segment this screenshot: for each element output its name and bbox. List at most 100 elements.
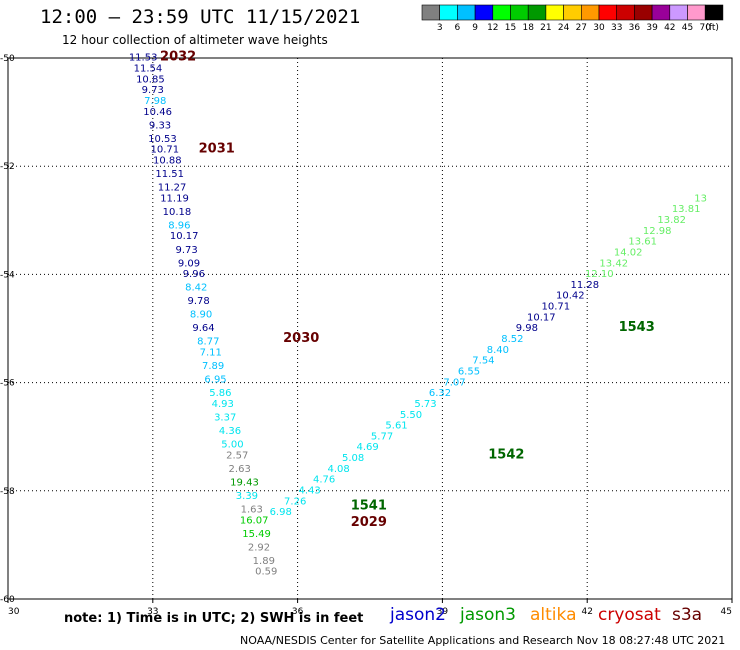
wave-height-value: 4.43 [299,486,321,497]
legend-swatch [616,4,635,21]
wave-height-value: 1.89 [253,556,275,567]
wave-height-value: 8.42 [185,283,207,294]
wave-height-value: 3.37 [214,412,236,423]
track-number-label: 1543 [619,320,655,335]
legend-label: 6 [455,23,461,33]
wave-height-value: 10.17 [170,231,199,242]
wave-height-value: 10.42 [556,291,585,302]
mission-jason3: jason3 [460,605,516,625]
track-number-label: 2029 [351,515,387,530]
mission-jason2: jason2 [390,605,446,625]
legend-swatch [598,4,618,21]
mission-s3a: s3a [672,605,702,625]
legend-swatch [439,4,458,21]
wave-height-value: 7.98 [144,96,166,107]
plot-frame [7,57,733,600]
wave-height-value: 8.90 [190,310,212,321]
legend-label: 33 [611,23,622,33]
legend-label: 18 [522,23,534,33]
wave-height-value: 11.28 [570,280,599,291]
legend-swatch [474,4,494,21]
wave-height-value: 1.63 [241,504,263,515]
wave-height-value: 11.53 [129,53,158,64]
x-tick-label: 45 [721,607,732,617]
wave-height-value: 13.42 [599,258,628,269]
wave-height-value: 9.73 [175,245,197,256]
wave-height-value: 14.02 [614,247,643,258]
wave-height-value: 8.96 [168,220,190,231]
wave-height-value: 9.78 [188,296,210,307]
wave-height-value: 11.27 [158,183,187,194]
wave-height-value: 7.11 [200,348,222,359]
wave-height-value: 16.07 [240,515,269,526]
wave-height-value: 9.73 [142,85,164,96]
wave-height-value: 13.61 [628,237,657,248]
legend-swatch [545,4,564,21]
wave-height-value: 9.96 [183,269,205,280]
legend-label: 12 [487,23,498,33]
legend-swatch [492,4,511,21]
legend-label: 45 [682,23,693,33]
wave-height-value: 7.54 [472,356,494,367]
y-tick-label: -50 [0,54,15,64]
wave-height-value: 10.17 [527,312,556,323]
legend-swatch [527,4,547,21]
wave-height-value: 9.98 [516,323,538,334]
chart-title: 12:00 – 23:59 UTC 11/15/2021 [40,6,361,28]
wave-height-value: 5.86 [209,388,231,399]
legend-unit: (ft) [705,23,719,33]
wave-height-value: 5.50 [400,410,422,421]
wave-height-value: 5.08 [342,453,364,464]
mission-label: cryosat [598,605,661,625]
track-number-label: 2031 [199,142,235,157]
legend-label: 15 [505,23,516,33]
chart-subtitle: 12 hour collection of altimeter wave hei… [62,33,328,47]
wave-height-value: 10.88 [153,155,182,166]
wave-height-value: 5.00 [221,440,243,451]
wave-height-value: 7.07 [443,377,465,388]
wave-height-value: 7.26 [284,496,306,507]
x-tick-label: 42 [581,607,592,617]
wave-height-value: 2.92 [248,542,270,553]
x-tick-label: 36 [292,607,304,617]
wave-height-value: 10.71 [542,302,571,313]
wave-height-value: 13 [694,193,707,204]
legend-label: 24 [558,23,570,33]
wave-height-value: 7.89 [202,361,224,372]
wave-height-value: 6.32 [429,388,451,399]
track-number-label: 1541 [351,499,387,514]
wave-height-value: 10.85 [136,74,165,85]
track-number-label: 2032 [160,50,196,65]
legend-label: 30 [593,23,605,33]
wave-height-value: 13.82 [657,215,686,226]
legend-swatch [704,4,724,21]
wave-height-value: 19.43 [230,477,259,488]
legend-swatch [421,4,441,21]
y-tick-label: -58 [0,487,15,497]
wave-height-value: 12.10 [585,269,614,280]
mission-label: s3a [672,605,703,625]
legend-label: 27 [576,23,587,33]
wave-height-value: 15.49 [242,529,271,540]
footer-credit: NOAA/NESDIS Center for Satellite Applica… [240,634,726,647]
wave-height-value: 4.08 [327,464,349,475]
wave-height-value: 10.18 [163,207,192,218]
mission-cryosat: cryosat [598,605,661,625]
y-tick-label: -56 [0,379,15,389]
y-tick-label: -54 [0,270,15,280]
wave-height-value: 5.73 [414,399,436,410]
wave-height-value: 5.61 [385,421,407,432]
legend-label: 39 [646,23,658,33]
legend-swatch [580,4,600,21]
wave-height-value: 0.59 [255,567,277,578]
wave-height-value: 13.81 [672,204,701,215]
wave-height-value: 8.40 [487,345,509,356]
wave-height-value: 2.57 [226,450,248,461]
wave-height-value: 11.19 [160,193,189,204]
wave-height-value: 4.69 [356,442,378,453]
legend-swatch [510,4,529,21]
mission-altika: altika [530,605,577,625]
wave-height-value: 2.63 [229,464,251,475]
wave-height-value: 5.77 [371,431,393,442]
